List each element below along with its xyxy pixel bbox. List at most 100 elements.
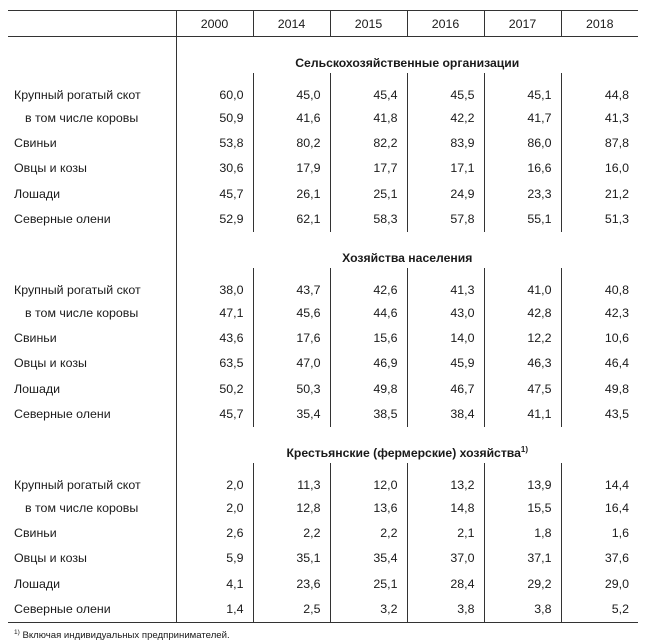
value-cell: 38,5 [329,401,407,427]
value-cell: 29,2 [483,571,561,597]
value-cell: 16,6 [483,155,561,182]
table-row: Овцы и козы 63,5 47,0 46,9 45,9 46,3 46,4 [8,350,638,377]
value-cell: 35,4 [329,545,407,572]
section-title-text: Хозяйства населения [342,250,473,265]
header-cell-year: 2014 [252,10,330,37]
table-row: Северные олени 1,4 2,5 3,2 3,8 3,8 5,2 [8,596,638,623]
value-cell: 45,7 [175,401,253,427]
value-cell: 5,9 [175,545,253,572]
value-cell: 38,4 [406,401,484,427]
document-page: 2000 2014 2015 2016 2017 2018 Сельскохозяйств… [8,10,638,641]
header-cell-year: 2015 [329,10,407,37]
value-cell: 40,8 [560,267,638,300]
table-row: Северные олени 45,7 35,4 38,5 38,4 41,1 43,5 [8,401,638,427]
section-header-spacer [8,37,176,74]
value-cell: 46,9 [329,350,407,377]
value-cell: 51,3 [560,206,638,232]
footnote-mark: 1) [14,628,20,636]
value-cell: 37,1 [483,545,561,572]
value-cell: 41,6 [252,105,330,131]
row-label: Свиньи [14,525,57,540]
value-cell: 12,2 [483,325,561,351]
value-cell: 3,8 [406,596,484,623]
section-title-text: Крестьянские (фермерские) хозяйства [286,445,521,460]
value-cell: 43,5 [560,401,638,427]
value-cell: 17,6 [252,325,330,351]
value-cell: 2,5 [252,596,330,623]
value-cell: 47,1 [175,299,253,326]
value-cell: 57,8 [406,206,484,232]
value-cell: 47,0 [252,350,330,377]
value-cell: 45,4 [329,73,407,105]
value-cell: 14,8 [406,494,484,521]
value-cell: 44,8 [560,73,638,105]
table-row: Лошади 45,7 26,1 25,1 24,9 23,3 21,2 [8,181,638,207]
value-cell: 24,9 [406,181,484,207]
value-cell: 2,0 [175,494,253,521]
table-row: Свиньи 2,6 2,2 2,2 2,1 1,8 1,6 [8,520,638,546]
value-cell: 13,9 [483,462,561,495]
value-cell: 2,2 [252,520,330,546]
section-header-row: Крестьянские (фермерские) хозяйства1) [8,426,638,463]
value-cell: 35,4 [252,401,330,427]
row-label: Свиньи [14,136,57,151]
row-label: Лошади [14,576,61,591]
value-cell: 30,6 [175,155,253,182]
value-cell: 87,8 [560,130,638,156]
value-cell: 1,8 [483,520,561,546]
value-cell: 28,4 [406,571,484,597]
table-row: Лошади 50,2 50,3 49,8 46,7 47,5 49,8 [8,376,638,402]
table-row: Овцы и козы 30,6 17,9 17,7 17,1 16,6 16,0 [8,155,638,182]
value-cell: 15,6 [329,325,407,351]
value-cell: 5,2 [560,596,638,623]
value-cell: 10,6 [560,325,638,351]
value-cell: 13,6 [329,494,407,521]
row-label: в том числе коровы [25,110,139,125]
value-cell: 41,8 [329,105,407,131]
value-cell: 82,2 [329,130,407,156]
section-header-row: Сельскохозяйственные организации [8,36,638,74]
value-cell: 2,2 [329,520,407,546]
value-cell: 35,1 [252,545,330,572]
value-cell: 42,2 [406,105,484,131]
row-label: Овцы и козы [14,551,87,566]
value-cell: 13,2 [406,462,484,495]
livestock-share-table: 2000 2014 2015 2016 2017 2018 Сельскохозяйств… [8,10,638,623]
section-header-spacer [8,427,176,463]
value-cell: 43,6 [175,325,253,351]
value-cell: 3,8 [483,596,561,623]
value-cell: 37,6 [560,545,638,572]
value-cell: 52,9 [175,206,253,232]
row-label: Крупный рогатый скот [14,282,141,297]
table-row: Свиньи 43,6 17,6 15,6 14,0 12,2 10,6 [8,325,638,351]
value-cell: 14,0 [406,325,484,351]
value-cell: 46,4 [560,350,638,377]
value-cell: 2,0 [175,462,253,495]
row-label: Овцы и козы [14,356,87,371]
value-cell: 41,0 [483,267,561,300]
header-row: 2000 2014 2015 2016 2017 2018 [8,10,638,37]
value-cell: 3,2 [329,596,407,623]
section-title-text: Сельскохозяйственные организации [295,56,520,70]
value-cell: 2,1 [406,520,484,546]
header-cell-label [8,10,176,37]
value-cell: 45,7 [175,181,253,207]
value-cell: 45,5 [406,73,484,105]
value-cell: 2,6 [175,520,253,546]
table-header: 2000 2014 2015 2016 2017 2018 [8,10,638,37]
value-cell: 55,1 [483,206,561,232]
row-label: Овцы и козы [14,161,87,176]
section-title: Хозяйства населения [175,231,638,268]
value-cell: 86,0 [483,130,561,156]
header-cell-year: 2016 [406,10,484,37]
header-cell-year: 2017 [483,10,561,37]
table-row: в том числе коровы 50,9 41,6 41,8 42,2 41,7 41… [8,105,638,131]
value-cell: 37,0 [406,545,484,572]
value-cell: 58,3 [329,206,407,232]
section-title-note: 1) [520,444,529,454]
section-header-row: Хозяйства населения [8,231,638,268]
value-cell: 4,1 [175,571,253,597]
table-body: Сельскохозяйственные организации Крупный … [8,36,638,623]
footnote-text: Включая индивидуальных предпринимателей. [22,630,230,641]
value-cell: 41,7 [483,105,561,131]
